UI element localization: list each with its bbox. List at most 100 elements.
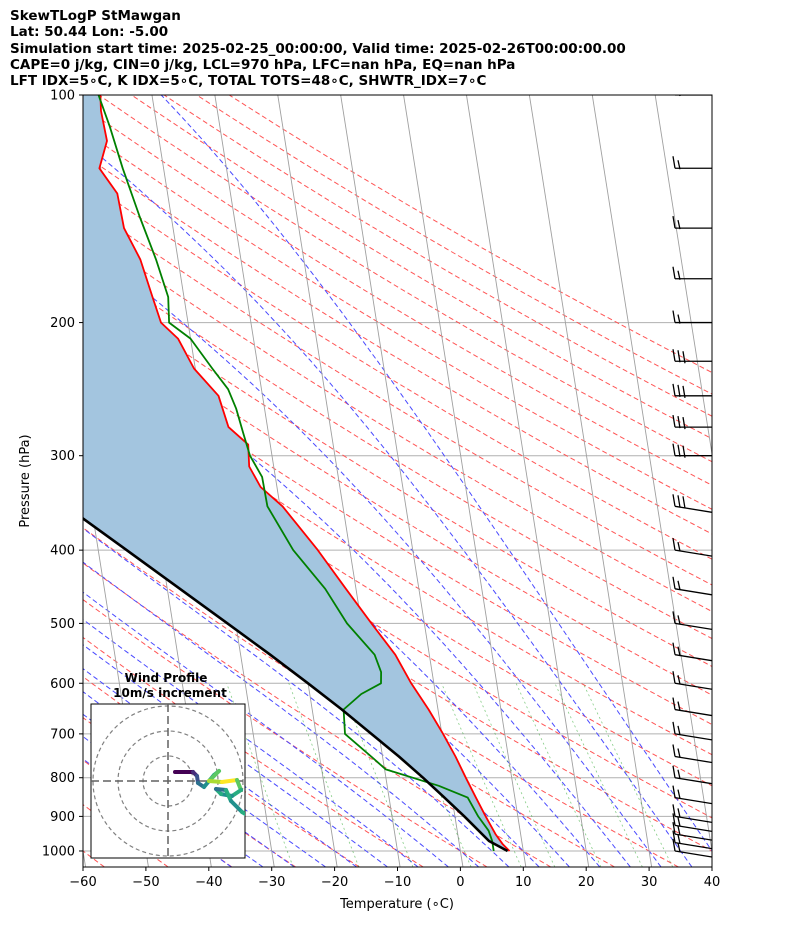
wind-barb xyxy=(672,804,712,824)
hodograph-segment xyxy=(229,799,244,814)
hodograph-title: Wind Profile xyxy=(125,671,208,685)
wind-barbs xyxy=(672,95,712,858)
wind-barb xyxy=(672,216,712,230)
wind-barb xyxy=(672,721,712,741)
isotherm-30 xyxy=(528,95,653,867)
wind-barb xyxy=(672,830,712,850)
x-tick-label: 0 xyxy=(456,875,464,890)
dry-adiabat-110 xyxy=(83,254,712,640)
moist-adiabat-35 xyxy=(83,141,693,867)
y-tick-label: 800 xyxy=(50,771,75,786)
wind-barb xyxy=(672,744,712,764)
isotherm-20 xyxy=(466,95,590,867)
wind-barb xyxy=(672,310,712,324)
x-tick-label: 20 xyxy=(578,875,595,890)
moist-adiabat-5 xyxy=(83,527,510,867)
isotherm--10 xyxy=(277,95,401,867)
moist-adiabat-10 xyxy=(83,488,540,867)
y-tick-label: 1000 xyxy=(42,844,75,859)
sounding-profiles xyxy=(83,95,511,853)
y-tick-label: 400 xyxy=(50,544,75,559)
hodograph-segment xyxy=(224,788,233,803)
hodograph-subtitle: 10m/s increment xyxy=(113,686,227,700)
station-location: Lat: 50.44 Lon: -5.00 xyxy=(10,24,169,41)
dry-adiabat-190 xyxy=(131,95,712,440)
stability-indices-1: CAPE=0 j/kg, CIN=0 j/kg, LCL=970 hPa, LF… xyxy=(10,56,516,73)
wind-barb xyxy=(672,443,712,458)
y-tick-label: 900 xyxy=(50,810,75,825)
plot-area xyxy=(83,95,794,867)
dry-adiabat-200 xyxy=(163,95,712,417)
wind-barb xyxy=(672,349,712,364)
dry-adiabat-90 xyxy=(83,309,712,696)
series-line-0 xyxy=(98,95,511,852)
isotherm--20 xyxy=(214,95,338,867)
isotherm-10 xyxy=(403,95,527,867)
wind-barb xyxy=(672,611,712,631)
hodograph-trace xyxy=(173,769,245,817)
wind-barb xyxy=(672,785,712,805)
dry-adiabat-120 xyxy=(83,228,712,613)
x-axis-label: Temperature (∘C) xyxy=(339,897,454,912)
dry-adiabat-40 xyxy=(83,460,712,852)
hodograph-inset: Wind Profile 10m/s increment xyxy=(90,671,246,859)
wind-barb xyxy=(672,576,712,596)
wind-barb xyxy=(672,838,712,858)
wind-barb xyxy=(672,822,712,841)
wind-barb xyxy=(672,383,712,398)
y-axis-label: Pressure (hPa) xyxy=(18,434,33,527)
isotherm-50 xyxy=(654,95,712,457)
y-tick-label: 500 xyxy=(50,617,75,632)
wind-barb xyxy=(672,697,712,717)
dry-adiabat-160 xyxy=(83,129,712,510)
dry-adiabat--10 xyxy=(83,636,424,867)
dry-adiabat-50 xyxy=(83,428,712,819)
dry-adiabat-220 xyxy=(228,95,712,374)
chart-header: SkewTLogP StMawgan Lat: 50.44 Lon: -5.00… xyxy=(10,8,626,89)
mixing-line-0.001 xyxy=(288,683,360,867)
hodograph-segment xyxy=(207,779,224,784)
isotherm-40 xyxy=(591,95,712,854)
x-axis-ticks: −60 −50 −40 −30 −20 −10 0 10 20 30 40 xyxy=(69,867,720,890)
y-tick-label: 600 xyxy=(50,677,75,692)
wind-barb xyxy=(674,95,712,97)
series-line-2 xyxy=(83,516,509,853)
wind-barb xyxy=(672,642,712,662)
x-tick-label: 30 xyxy=(641,875,658,890)
mixing-line-0.024 xyxy=(554,683,643,867)
x-tick-label: −30 xyxy=(258,875,285,890)
mixing-line-0.0004 xyxy=(226,683,294,867)
y-tick-label: 100 xyxy=(50,89,75,104)
x-tick-label: 10 xyxy=(515,875,532,890)
moist-adiabat-30 xyxy=(83,241,662,867)
simulation-time: Simulation start time: 2025-02-25_00:00:… xyxy=(10,40,626,57)
y-axis-ticks: 1000 900 800 700 600 500 400 300 200 100 xyxy=(42,89,83,859)
dry-adiabat-20 xyxy=(83,527,615,867)
chart-title: SkewTLogP StMawgan xyxy=(10,8,181,24)
dry-adiabat-140 xyxy=(83,177,712,560)
mixing-line-0.016 xyxy=(515,683,602,867)
isotherm-60 xyxy=(718,95,794,867)
wind-barb xyxy=(672,765,712,785)
moist-adiabat-20 xyxy=(83,388,601,867)
wind-barb xyxy=(672,538,712,557)
stability-indices-2: LFT IDX=5∘C, K IDX=5∘C, TOTAL TOTS=48∘C,… xyxy=(10,73,487,90)
wind-barb xyxy=(672,813,712,833)
moist-adiabat--15 xyxy=(83,644,388,867)
x-tick-label: −20 xyxy=(321,875,348,890)
x-tick-label: −60 xyxy=(69,875,96,890)
mixing-line-0.01 xyxy=(472,683,556,867)
moist-adiabat--10 xyxy=(83,618,419,867)
x-tick-label: −40 xyxy=(195,875,222,890)
wind-barb xyxy=(672,671,712,690)
x-tick-label: 40 xyxy=(704,875,721,890)
hodograph-segment xyxy=(240,810,245,817)
moist-adiabat-25 xyxy=(83,322,631,867)
x-tick-label: −50 xyxy=(132,875,159,890)
moist-adiabat-0 xyxy=(83,561,480,867)
wind-barb xyxy=(672,494,712,513)
cape-cin-shading xyxy=(83,95,510,851)
y-tick-label: 300 xyxy=(50,449,75,464)
dry-adiabat--20 xyxy=(83,676,360,867)
